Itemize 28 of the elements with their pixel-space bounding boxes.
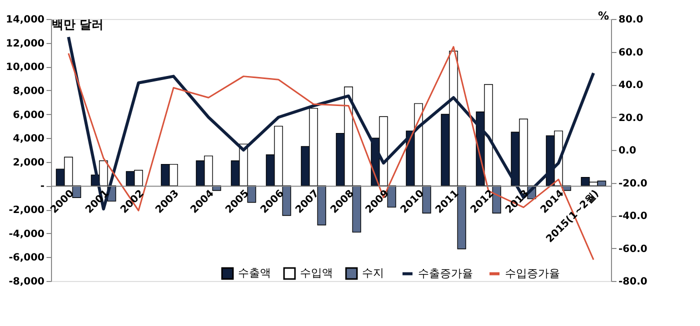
y2-tick-label: 40.0 [618,80,644,91]
y2-tick-label: 80.0 [618,14,644,26]
legend-label: 수지 [362,266,384,280]
y-tick-label: 8,000 [12,86,45,97]
y-tick-label: -4,000 [8,228,45,240]
y-tick-label: 14,000 [6,14,45,26]
y-tick-label: 4,000 [12,134,45,145]
legend-label: 수입증가율 [505,266,560,280]
y-tick-label: 12,000 [6,38,45,50]
y-tick-label: - [40,181,44,192]
y2-tick-label: 20.0 [618,112,644,124]
legend-label: 수출액 [238,266,271,280]
y2-tick-label: 60.0 [618,47,644,58]
legend-label: 수출증가율 [418,266,473,280]
y2-tick-label: -60.0 [618,244,648,255]
y-tick-label: 2,000 [12,157,45,168]
y2-tick-label: -20.0 [618,178,648,190]
y-tick-label: 10,000 [6,62,45,74]
y-tick-label: -2,000 [8,205,45,216]
y2-tick-label: -80.0 [618,276,648,288]
y2-tick-label: -40.0 [618,211,648,222]
y-axis-title: 백만 달러 [51,18,104,32]
y-tick-label: -6,000 [8,252,45,264]
y2-axis-title: % [598,10,610,22]
y-tick-label: 6,000 [12,110,45,121]
y-tick-label: -8,000 [8,276,45,288]
y2-tick-label: 0.0 [618,146,636,156]
legend-label: 수입액 [300,266,333,280]
